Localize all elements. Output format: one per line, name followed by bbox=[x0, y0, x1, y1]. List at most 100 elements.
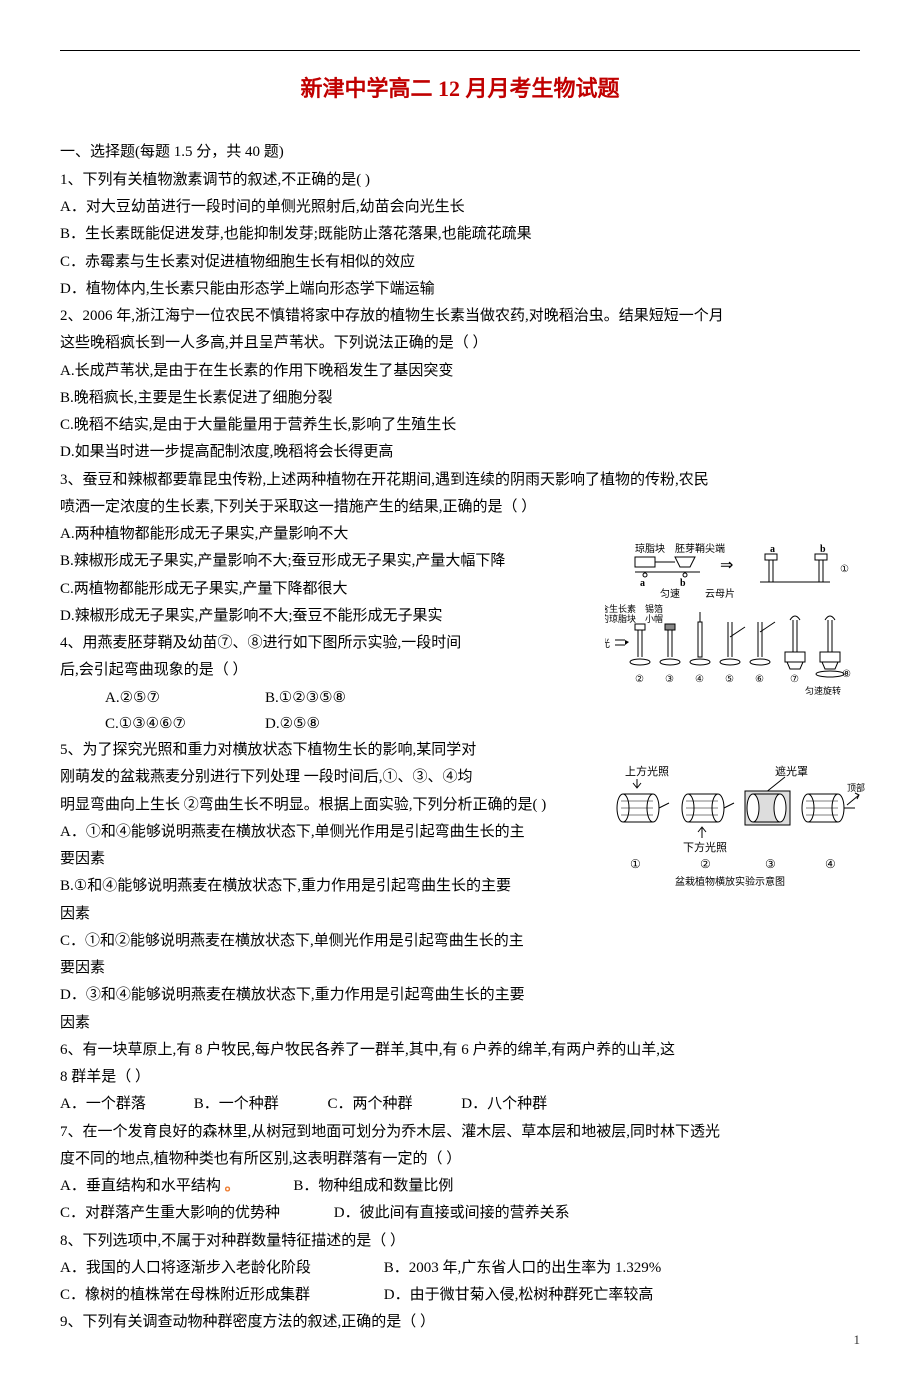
q2-stem-2: 这些晚稻疯长到一人多高,并且呈芦苇状。下列说法正确的是（ ） bbox=[60, 330, 860, 356]
q5-option-b-2: 因素 bbox=[60, 901, 860, 927]
fig1-label-rotate: 匀速旋转 bbox=[805, 685, 841, 696]
fig1-label-agar: 琼脂块 bbox=[635, 542, 665, 555]
q7-stem-1: 7、在一个发育良好的森林里,从树冠到地面可划分为乔木层、灌木层、草本层和地被层,… bbox=[60, 1119, 860, 1145]
q6-stem-1: 6、有一块草原上,有 8 户牧民,每户牧民各养了一群羊,其中,有 6 户养的绵羊… bbox=[60, 1037, 860, 1063]
svg-text:a: a bbox=[770, 544, 775, 555]
svg-text:b: b bbox=[820, 544, 826, 555]
q9-stem: 9、下列有关调查动物种群密度方法的叙述,正确的是（ ） bbox=[60, 1309, 860, 1335]
svg-text:⑦: ⑦ bbox=[790, 674, 799, 685]
fig2-pot-1 bbox=[617, 794, 669, 822]
q7-options-row2: C．对群落产生重大影响的优势种 D．彼此间有直接或间接的营养关系 bbox=[60, 1200, 860, 1226]
svg-text:①: ① bbox=[840, 564, 849, 575]
fig1-label-foil: 锡箔 bbox=[645, 603, 663, 614]
svg-text:①: ① bbox=[630, 857, 641, 871]
fig2-label-bottom: 下方光照 bbox=[683, 840, 727, 854]
q8-options-row1: A．我国的人口将逐渐步入老龄化阶段 B．2003 年,广东省人口的出生率为 1.… bbox=[60, 1255, 860, 1281]
q3-stem-2: 喷洒一定浓度的生长素,下列关于采取这一措施产生的结果,正确的是（ ） bbox=[60, 494, 860, 520]
q6-option-a: A．一个群落 bbox=[60, 1091, 190, 1117]
q1-option-b: B．生长素既能促进发芽,也能抑制发芽;既能防止落花落果,也能疏花疏果 bbox=[60, 221, 860, 247]
svg-text:⑧: ⑧ bbox=[842, 669, 851, 680]
q2-option-b: B.晚稻疯长,主要是生长素促进了细胞分裂 bbox=[60, 385, 860, 411]
fig1-setup-7 bbox=[785, 616, 805, 669]
q7-option-d: D．彼此间有直接或间接的营养关系 bbox=[334, 1205, 570, 1221]
question-7: 7、在一个发育良好的森林里,从树冠到地面可划分为乔木层、灌木层、草本层和地被层,… bbox=[60, 1119, 860, 1227]
q5-option-d-2: 因素 bbox=[60, 1010, 860, 1036]
q4-option-b: B.①②③⑤⑧ bbox=[265, 685, 346, 711]
q8-options-row2: C．橡树的植株常在母株附近形成集群 D．由于微甘菊入侵,松树种群死亡率较高 bbox=[60, 1282, 860, 1308]
q6-option-d: D．八个种群 bbox=[461, 1091, 547, 1117]
q4-option-a: A.②⑤⑦ bbox=[105, 685, 265, 711]
q8-option-b: B．2003 年,广东省人口的出生率为 1.329% bbox=[384, 1260, 662, 1276]
q6-stem-2: 8 群羊是（ ） bbox=[60, 1064, 860, 1090]
q8-option-c: C．橡树的植株常在母株附近形成集群 bbox=[60, 1282, 380, 1308]
svg-text:④: ④ bbox=[825, 857, 836, 871]
question-9: 9、下列有关调查动物种群密度方法的叙述,正确的是（ ） bbox=[60, 1309, 860, 1335]
svg-text:⑤: ⑤ bbox=[725, 674, 734, 685]
q6-option-c: C．两个种群 bbox=[328, 1091, 458, 1117]
q7-option-b: B．物种组成和数量比例 bbox=[293, 1178, 453, 1194]
fig1-setup-5 bbox=[720, 622, 745, 665]
fig2-caption: 盆栽植物横放实验示意图 bbox=[675, 875, 785, 888]
q4-option-d: D.②⑤⑧ bbox=[265, 711, 320, 737]
fig2-pot-2 bbox=[682, 794, 734, 822]
q6-option-b: B．一个种群 bbox=[194, 1091, 324, 1117]
svg-text:⑥: ⑥ bbox=[755, 674, 764, 685]
figure-experiment-1: 琼脂块 胚芽鞘尖端 a b ⇒ a b ① 匀速 云母片 含生长素 的琼脂块 锡… bbox=[605, 542, 865, 697]
q1-option-a: A．对大豆幼苗进行一段时间的单侧光照射后,幼苗会向光生长 bbox=[60, 194, 860, 220]
orange-dot-icon: 。 bbox=[225, 1178, 240, 1194]
q6-options: A．一个群落 B．一个种群 C．两个种群 D．八个种群 bbox=[60, 1091, 860, 1117]
q7-stem-2: 度不同的地点,植物种类也有所区别,这表明群落有一定的（ ） bbox=[60, 1146, 860, 1172]
figure-experiment-2: 上方光照 遮光罩 bbox=[615, 763, 865, 893]
q7-options-row1: A．垂直结构和水平结构 。 B．物种组成和数量比例 bbox=[60, 1173, 860, 1199]
svg-text:小帽: 小帽 bbox=[645, 613, 663, 624]
q8-option-d: D．由于微甘菊入侵,松树种群死亡率较高 bbox=[384, 1287, 654, 1303]
q1-stem: 1、下列有关植物激素调节的叙述,不正确的是( ) bbox=[60, 167, 860, 193]
svg-text:的琼脂块: 的琼脂块 bbox=[605, 613, 636, 624]
svg-text:②: ② bbox=[700, 857, 711, 871]
q1-option-c: C．赤霉素与生长素对促进植物细胞生长有相似的效应 bbox=[60, 249, 860, 275]
fig2-label-top: 上方光照 bbox=[625, 764, 669, 778]
q4-option-c: C.①③④⑥⑦ bbox=[105, 711, 265, 737]
fig2-label-toplight: 顶部光照 bbox=[847, 782, 865, 793]
svg-text:④: ④ bbox=[695, 674, 704, 685]
question-8: 8、下列选项中,不属于对种群数量特征描述的是（ ） A．我国的人口将逐渐步入老龄… bbox=[60, 1228, 860, 1309]
q5-stem-1: 5、为了探究光照和重力对横放状态下植物生长的影响,某同学对 bbox=[60, 737, 860, 763]
q5-option-d-1: D．③和④能够说明燕麦在横放状态下,重力作用是引起弯曲生长的主要 bbox=[60, 982, 860, 1008]
q2-stem-1: 2、2006 年,浙江海宁一位农民不慎错将家中存放的植物生长素当做农药,对晚稻治… bbox=[60, 303, 860, 329]
fig2-label-shade: 遮光罩 bbox=[775, 764, 808, 778]
q8-stem: 8、下列选项中,不属于对种群数量特征描述的是（ ） bbox=[60, 1228, 860, 1254]
section-header: 一、选择题(每题 1.5 分，共 40 题) bbox=[60, 139, 860, 165]
q2-option-d: D.如果当时进一步提高配制浓度,晚稻将会长得更高 bbox=[60, 439, 860, 465]
fig1-arrow: ⇒ bbox=[720, 557, 733, 574]
q5-option-c-2: 要因素 bbox=[60, 955, 860, 981]
q2-option-c: C.晚稻不结实,是由于大量能量用于营养生长,影响了生殖生长 bbox=[60, 412, 860, 438]
q1-option-d: D．植物体内,生长素只能由形态学上端向形态学下端运输 bbox=[60, 276, 860, 302]
svg-text:b: b bbox=[680, 578, 686, 589]
fig1-label-light: 光 bbox=[605, 637, 610, 650]
question-2: 2、2006 年,浙江海宁一位农民不慎错将家中存放的植物生长素当做农药,对晚稻治… bbox=[60, 303, 860, 466]
svg-text:a: a bbox=[640, 578, 645, 589]
q3-stem-1: 3、蚕豆和辣椒都要靠昆虫传粉,上述两种植物在开花期间,遇到连续的阴雨天影响了植物… bbox=[60, 467, 860, 493]
q7-option-c: C．对群落产生重大影响的优势种 bbox=[60, 1200, 330, 1226]
svg-text:②: ② bbox=[635, 674, 644, 685]
fig1-label-mica: 云母片 bbox=[705, 587, 735, 600]
fig1-setup-2 bbox=[630, 624, 650, 665]
question-1: 1、下列有关植物激素调节的叙述,不正确的是( ) A．对大豆幼苗进行一段时间的单… bbox=[60, 167, 860, 302]
fig1-setup-6 bbox=[750, 622, 775, 665]
page-title: 新津中学高二 12 月月考生物试题 bbox=[60, 70, 860, 109]
fig1-setup-8 bbox=[816, 616, 844, 677]
top-divider bbox=[60, 50, 860, 51]
fig1-setup-3 bbox=[660, 624, 680, 665]
fig1-label-auxin: 含生长素 bbox=[605, 603, 636, 614]
question-6: 6、有一块草原上,有 8 户牧民,每户牧民各养了一群羊,其中,有 6 户养的绵羊… bbox=[60, 1037, 860, 1118]
fig1-label-tip: 胚芽鞘尖端 bbox=[675, 542, 725, 555]
svg-text:③: ③ bbox=[765, 857, 776, 871]
fig2-pot-3 bbox=[745, 791, 790, 825]
fig1-setup-4 bbox=[690, 612, 710, 665]
fig1-label-speed: 匀速 bbox=[660, 588, 680, 600]
q7-option-a: A．垂直结构和水平结构 。 bbox=[60, 1178, 240, 1194]
page-number: 1 bbox=[854, 1329, 861, 1352]
q5-option-c-1: C．①和②能够说明燕麦在横放状态下,单侧光作用是引起弯曲生长的主 bbox=[60, 928, 860, 954]
fig2-pot-4 bbox=[802, 794, 855, 822]
q8-option-a: A．我国的人口将逐渐步入老龄化阶段 bbox=[60, 1255, 380, 1281]
